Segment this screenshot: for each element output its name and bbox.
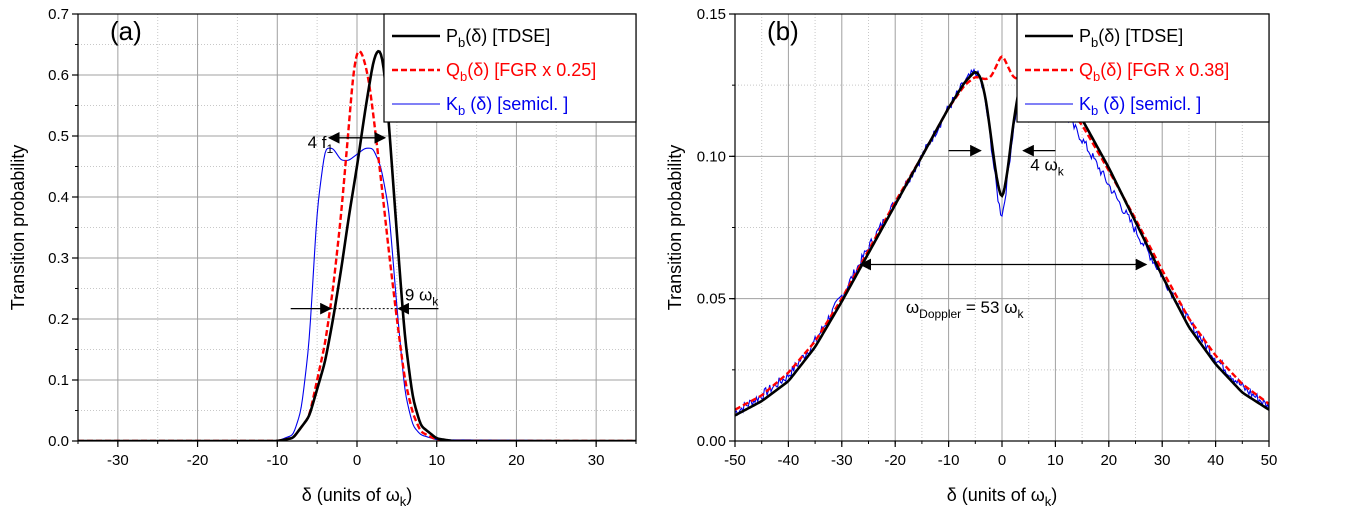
panel-b-annotation-0: 4 ωk [1030, 156, 1064, 179]
panel-a-xtick-label: 0 [353, 452, 361, 469]
panel-a-annotation-1: 9 ωk [405, 286, 439, 309]
panel-a-ticks: -30 -20 -10 0 10 20 30 0.0 0.1 0.2 0.3 0.4 0.5 0.6 0.7 [48, 6, 637, 469]
panel-a-legend-label-fgr: Qb(δ) [FGR x 0.25] [446, 60, 596, 84]
panel-a-ytick-label: 0.1 [48, 372, 69, 389]
panel-b-y-axis-label: Transition probability [665, 145, 685, 310]
panel-b-xtick-label: -20 [884, 452, 906, 469]
panel-a-annotation-0: 4 f1 [308, 133, 334, 156]
panel-b-series [735, 55, 1269, 417]
panel-a-y-axis-label: Transition probability [8, 145, 28, 310]
panel-b-legend-label-semicl: Kb (δ) [semicl. ] [1079, 94, 1201, 118]
panel-a-legend-label-semicl: Kb (δ) [semicl. ] [446, 94, 568, 118]
panel-b-chart: -50 -40 -30 -20 -10 0 10 20 30 40 50 0.00 0.05 0.10 0.… [665, 6, 1277, 509]
panel-b-ytick-label: 0.00 [697, 433, 726, 450]
panel-b-xtick-label: 50 [1261, 452, 1278, 469]
panel-b-legend-label-tdse: Pb(δ) [TDSE] [1079, 26, 1183, 50]
panel-a-panel-label: (a) [110, 16, 142, 46]
panel-a-series-fgr-line [78, 49, 636, 441]
panel-b-arrows [859, 144, 1148, 271]
panel-a-chart: -30 -20 -10 0 10 20 30 0.0 0.1 0.2 0.3 0.4 0.5 0.6 0.7… [8, 6, 637, 509]
panel-b-xtick-label: -40 [778, 452, 800, 469]
panel-b-ytick-label: 0.15 [697, 6, 726, 23]
panel-b-series-tdse-line [735, 62, 1269, 417]
panel-a-ytick-label: 0.4 [48, 189, 69, 206]
panel-b-xtick-label: -10 [938, 452, 960, 469]
panel-a-legend: Pb(δ) [TDSE] Qb(δ) [FGR x 0.25] Kb (δ) [se… [383, 13, 637, 123]
panel-a-xtick-label: -20 [187, 452, 209, 469]
panel-b-xtick-label: 10 [1047, 452, 1064, 469]
panel-b-series-fgr-line [735, 55, 1269, 411]
panel-a-series-tdse-line [78, 49, 636, 441]
panel-b-xtick-label: -50 [724, 452, 746, 469]
panel-a-xtick-label: 10 [428, 452, 445, 469]
panel-a-ytick-label: 0.3 [48, 250, 69, 267]
panel-b-xtick-label: 30 [1154, 452, 1171, 469]
panel-b-xtick-label: 40 [1207, 452, 1224, 469]
panel-a-xtick-label: 30 [588, 452, 605, 469]
panel-b-xtick-label: 0 [998, 452, 1006, 469]
panel-b-ytick-label: 0.10 [697, 148, 726, 165]
panel-b-annotation-1: ωDoppler = 53 ωk [906, 298, 1025, 321]
panel-a-arrows [290, 131, 439, 315]
panel-b-xtick-label: 20 [1100, 452, 1117, 469]
panel-a-xtick-label: -30 [107, 452, 129, 469]
panel-a-xtick-label: 20 [508, 452, 525, 469]
panel-a-x-axis-label: δ (units of ωk) [302, 485, 413, 509]
panel-b-legend: Pb(δ) [TDSE] Qb(δ) [FGR x 0.38] Kb (δ) [se… [1016, 13, 1270, 123]
panel-a-ytick-label: 0.7 [48, 6, 69, 23]
panel-b-legend-label-fgr: Qb(δ) [FGR x 0.38] [1079, 60, 1229, 84]
panel-a-ytick-label: 0.6 [48, 67, 69, 84]
panel-a-legend-label-tdse: Pb(δ) [TDSE] [446, 26, 550, 50]
panel-b-xtick-label: -30 [831, 452, 853, 469]
panel-a-ytick-label: 0.0 [48, 433, 69, 450]
panel-a-xtick-label: -10 [266, 452, 288, 469]
panel-a-ytick-label: 0.2 [48, 311, 69, 328]
panel-b-ticks: -50 -40 -30 -20 -10 0 10 20 30 40 50 0.00 0.05 0.10 0.… [697, 6, 1278, 469]
panel-b-ytick-label: 0.05 [697, 291, 726, 308]
panel-b-panel-label: (b) [767, 16, 799, 46]
panel-a-ytick-label: 0.5 [48, 128, 69, 145]
panel-b-x-axis-label: δ (units of ωk) [947, 485, 1058, 509]
